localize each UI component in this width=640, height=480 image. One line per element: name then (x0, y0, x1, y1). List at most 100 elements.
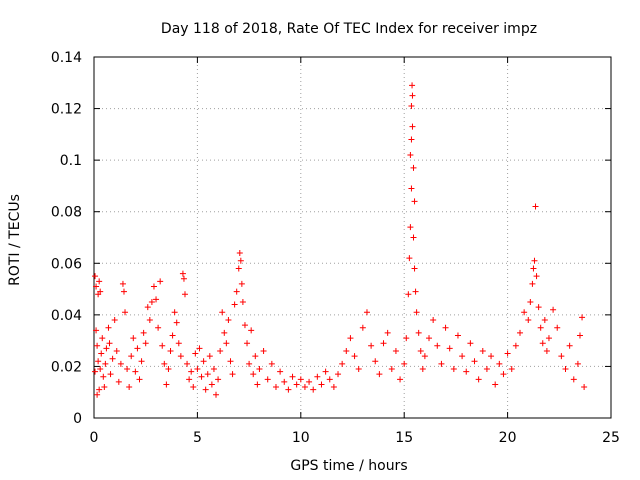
data-point (167, 347, 174, 354)
data-point (100, 373, 107, 380)
data-point (92, 273, 99, 280)
data-point (102, 360, 109, 367)
data-point (413, 309, 420, 316)
data-point (388, 366, 395, 373)
data-point (111, 317, 118, 324)
data-point (535, 304, 542, 311)
data-point (142, 340, 149, 347)
data-point (339, 360, 346, 367)
data-point (550, 306, 557, 313)
data-point (401, 360, 408, 367)
data-point (463, 368, 470, 375)
data-point (229, 371, 236, 378)
data-point (411, 265, 418, 272)
data-point (533, 273, 540, 280)
data-point (181, 291, 188, 298)
data-point (244, 340, 251, 347)
data-point (277, 368, 284, 375)
data-point (150, 283, 157, 290)
data-point (479, 347, 486, 354)
chart-title: Day 118 of 2018, Rate Of TEC Index for r… (161, 21, 537, 37)
data-point (192, 350, 199, 357)
data-point (310, 386, 317, 393)
y-tick-label: 0.02 (51, 359, 82, 375)
data-point (227, 358, 234, 365)
data-point (543, 347, 550, 354)
data-point (94, 391, 101, 398)
data-point (254, 381, 261, 388)
data-point (562, 366, 569, 373)
data-point (335, 371, 342, 378)
data-point (210, 366, 217, 373)
data-point (392, 347, 399, 354)
data-point (407, 224, 414, 231)
data-point (504, 350, 511, 357)
data-point (579, 314, 586, 321)
data-point (512, 342, 519, 349)
data-point (409, 123, 416, 130)
data-point (301, 384, 308, 391)
data-point (442, 324, 449, 331)
data-point (236, 249, 243, 256)
data-point (92, 368, 99, 375)
data-point (281, 378, 288, 385)
data-point (132, 368, 139, 375)
data-point (128, 353, 135, 360)
data-point (558, 353, 565, 360)
data-point (545, 335, 552, 342)
data-point (434, 342, 441, 349)
data-point (525, 317, 532, 324)
data-point (256, 366, 263, 373)
data-point (454, 332, 461, 339)
data-point (103, 345, 110, 352)
data-point (96, 386, 103, 393)
y-tick-labels: 0 0.02 0.04 0.06 0.08 0.1 0.12 0.14 (51, 50, 82, 427)
data-point (196, 345, 203, 352)
data-point (314, 373, 321, 380)
data-point (200, 358, 207, 365)
data-point (322, 368, 329, 375)
axis-ticks (93, 56, 612, 419)
data-point (408, 185, 415, 192)
data-point (233, 288, 240, 295)
data-point (113, 347, 120, 354)
data-point (94, 342, 101, 349)
data-point (297, 376, 304, 383)
data-point (517, 329, 524, 336)
data-point (521, 309, 528, 316)
data-point (570, 376, 577, 383)
data-point (107, 371, 114, 378)
data-point (467, 340, 474, 347)
data-point (171, 309, 178, 316)
data-point (221, 329, 228, 336)
data-point (130, 335, 137, 342)
data-point (93, 327, 100, 334)
data-point (496, 360, 503, 367)
y-tick-label: 0.1 (60, 153, 82, 169)
data-point (134, 345, 141, 352)
data-point (208, 381, 215, 388)
data-point (529, 280, 536, 287)
data-point (581, 384, 588, 391)
data-point (410, 164, 417, 171)
data-point (260, 347, 267, 354)
y-tick-label: 0.14 (51, 50, 82, 66)
data-point (96, 278, 103, 285)
data-point (326, 376, 333, 383)
data-point (140, 329, 147, 336)
data-point (541, 317, 548, 324)
data-point (368, 342, 375, 349)
data-point (318, 381, 325, 388)
y-tick-label: 0.08 (51, 205, 82, 221)
data-point (188, 368, 195, 375)
data-point (225, 317, 232, 324)
data-point (343, 347, 350, 354)
x-tick-labels: 0 5 10 15 20 25 (90, 430, 620, 446)
grid (94, 57, 611, 418)
x-axis-title: GPS time / hours (290, 458, 407, 474)
data-point (180, 275, 187, 282)
data-point (475, 376, 482, 383)
data-point (144, 304, 151, 311)
data-point (359, 324, 366, 331)
data-point (508, 366, 515, 373)
